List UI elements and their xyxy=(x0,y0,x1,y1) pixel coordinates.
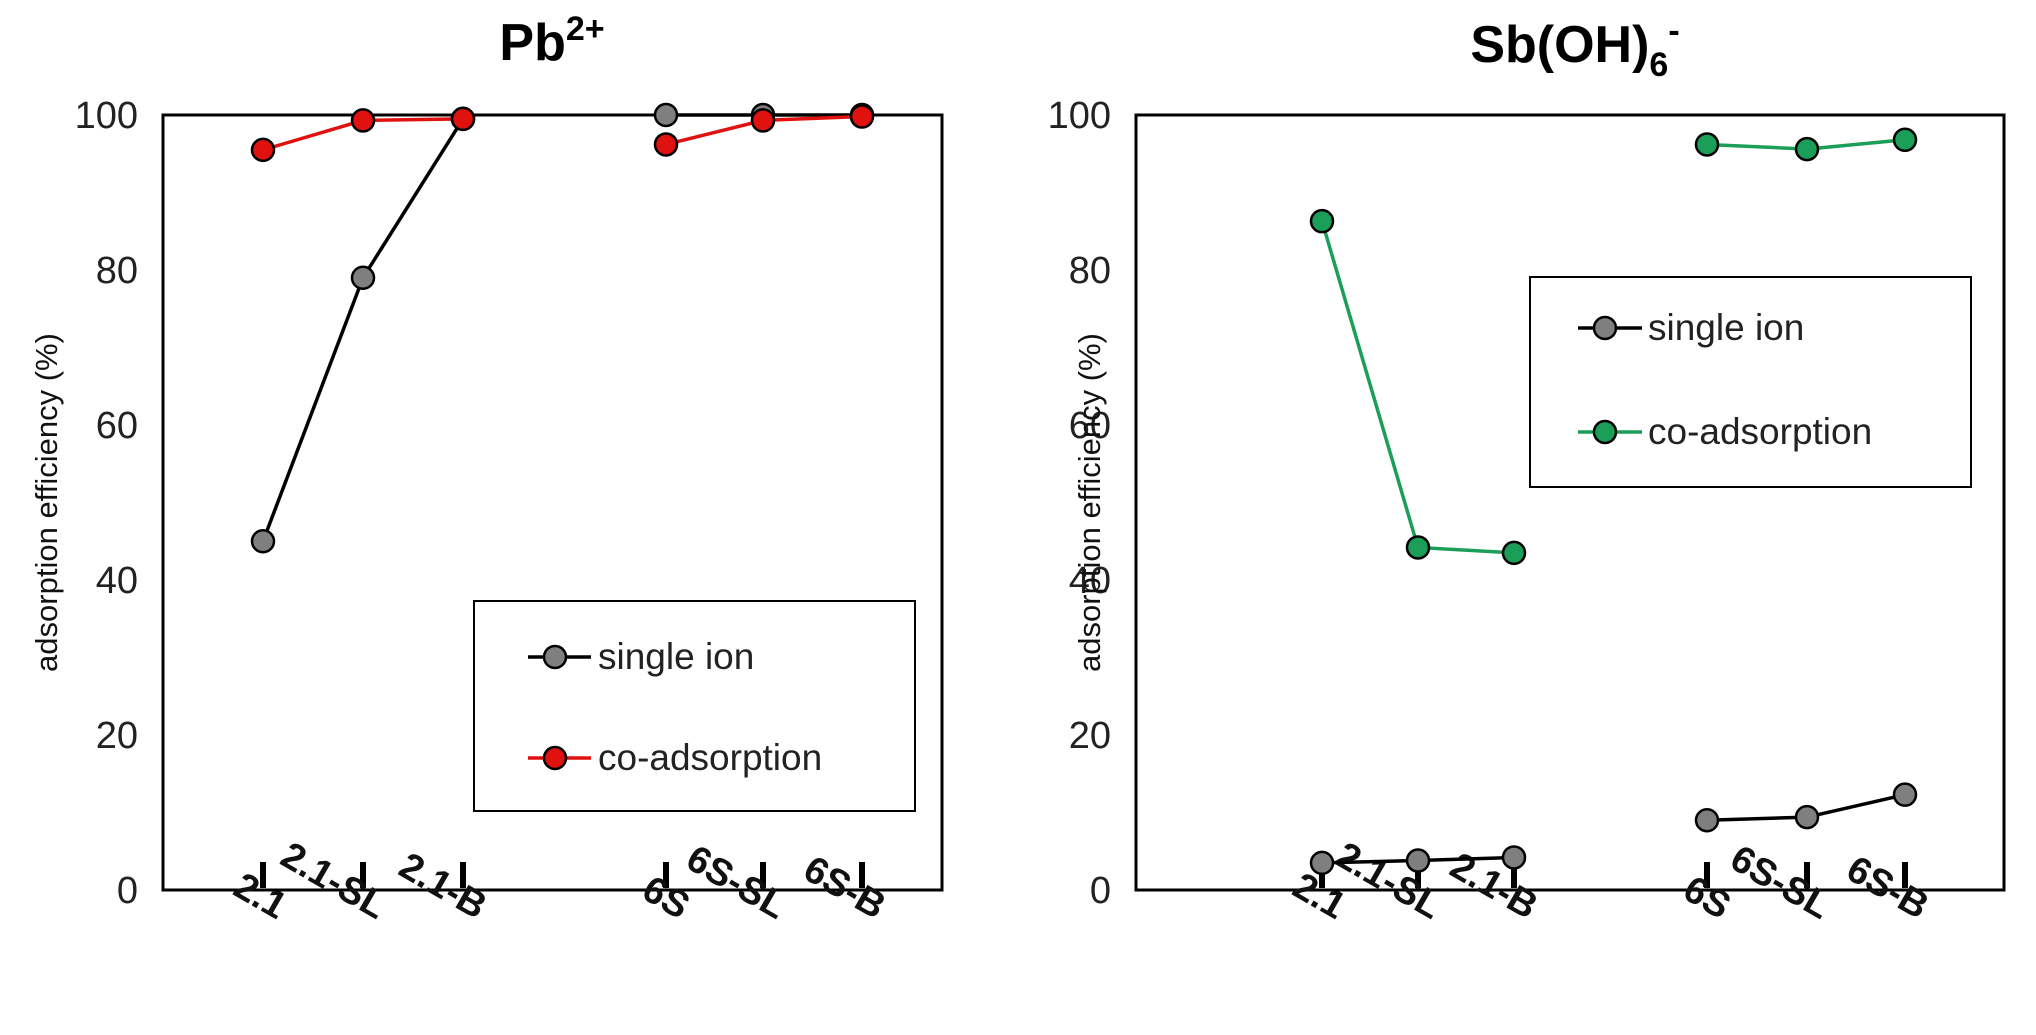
data-point-co-adsorption xyxy=(849,104,875,129)
series-line-1 xyxy=(261,117,465,542)
y-tick-label: 60 xyxy=(1069,405,1111,447)
chart-1: Pb2+ 0 20 40 60 80 100 adsorption efficiency (%… xyxy=(29,10,944,928)
y-tick-label: 60 xyxy=(96,405,138,447)
legend-box xyxy=(1529,276,1972,488)
data-point-single-ion xyxy=(1501,845,1527,870)
data-point-co-adsorption xyxy=(653,132,679,157)
y-tick-label: 100 xyxy=(1048,95,1111,137)
legend-label: single ion xyxy=(598,636,754,677)
data-point-co-adsorption xyxy=(750,108,776,133)
data-point-single-ion xyxy=(1309,850,1335,876)
legend-marker xyxy=(1592,419,1618,445)
series-line-2 xyxy=(1320,220,1515,555)
x-tick-label: 6S-B xyxy=(1840,848,1936,928)
chart-title: Pb2+ xyxy=(499,10,604,72)
x-tick-label: 6S-SL xyxy=(679,838,793,928)
data-point-single-ion xyxy=(1892,782,1918,807)
data-point-single-ion xyxy=(1794,804,1820,830)
data-point-single-ion xyxy=(1405,848,1431,873)
x-tick-label: 6S-B xyxy=(797,848,893,928)
y-tick-label: 40 xyxy=(96,560,138,602)
legend-box xyxy=(473,600,916,812)
data-point-co-adsorption xyxy=(1694,132,1720,157)
y-tick-label: 80 xyxy=(1069,250,1111,292)
legend: single ion co-adsorption xyxy=(1529,276,1972,488)
legend-marker xyxy=(542,644,568,670)
x-tick-label: 6S xyxy=(1676,868,1737,928)
chart-title: Sb(OH)6- xyxy=(1470,12,1679,84)
plot-frame xyxy=(161,113,944,892)
legend-label: co-adsorption xyxy=(1648,411,1872,452)
data-point-single-ion xyxy=(350,265,376,290)
data-point-single-ion xyxy=(653,102,679,128)
data-point-co-adsorption xyxy=(250,137,276,163)
y-axis-label: adsorption efficiency (%) xyxy=(29,333,64,672)
y-tick-label: 80 xyxy=(96,250,138,292)
x-tick-label: 2.1-SL xyxy=(274,834,394,927)
legend-marker xyxy=(542,745,568,771)
x-tick-label: 2.1-B xyxy=(392,845,493,928)
data-point-co-adsorption xyxy=(1501,540,1527,566)
data-point-co-adsorption xyxy=(1309,208,1335,234)
y-tick-label: 20 xyxy=(96,715,138,757)
y-tick-label: 20 xyxy=(1069,715,1111,757)
legend: single ion co-adsorption xyxy=(473,600,916,812)
data-point-co-adsorption xyxy=(1794,136,1820,162)
data-point-co-adsorption xyxy=(1892,127,1918,153)
data-point-co-adsorption xyxy=(450,106,476,132)
x-tick-label: 2.1-SL xyxy=(1329,834,1449,927)
plot-frame xyxy=(1134,113,2006,892)
y-tick-label: 100 xyxy=(75,95,138,137)
legend-label: single ion xyxy=(1648,307,1804,348)
data-point-single-ion xyxy=(250,529,276,554)
data-point-co-adsorption xyxy=(1405,535,1431,560)
y-tick-label: 0 xyxy=(117,870,138,912)
data-point-single-ion xyxy=(1694,808,1720,833)
data-point-co-adsorption xyxy=(350,108,376,133)
y-tick-label: 40 xyxy=(1069,560,1111,602)
x-tick-label: 6S-SL xyxy=(1723,838,1837,928)
y-tick-label: 0 xyxy=(1090,870,1111,912)
legend-label: co-adsorption xyxy=(598,737,822,778)
legend-marker xyxy=(1592,315,1618,341)
y-axis-label: adsorption efficiency (%) xyxy=(1072,333,1107,672)
chart-2: Sb(OH)6- 0 20 40 60 80 100 adsorption efficienc… xyxy=(1048,12,2006,928)
